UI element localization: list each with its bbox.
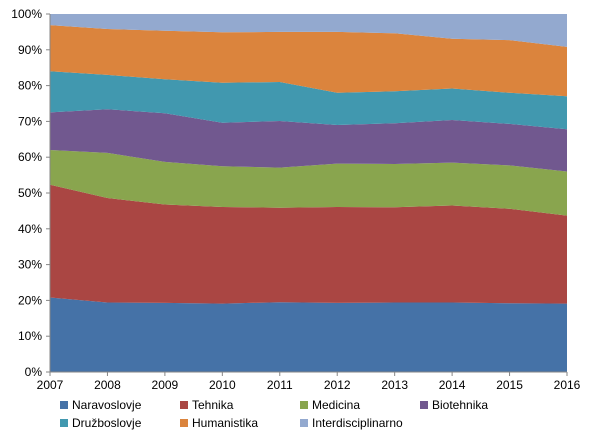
legend-swatch <box>300 401 308 409</box>
legend-label: Medicina <box>312 398 361 412</box>
legend-label: Družboslovje <box>72 416 142 430</box>
x-tick-label: 2012 <box>324 378 351 392</box>
legend-swatch <box>60 419 68 427</box>
y-tick-label: 0% <box>25 365 43 379</box>
legend-swatch <box>420 401 428 409</box>
x-tick-label: 2014 <box>439 378 466 392</box>
x-tick-label: 2008 <box>94 378 121 392</box>
y-tick-label: 40% <box>18 222 42 236</box>
x-tick-label: 2009 <box>152 378 179 392</box>
area-humanistika <box>50 25 567 97</box>
area-interdisciplinarno <box>50 14 567 47</box>
legend-swatch <box>180 401 188 409</box>
x-tick-label: 2013 <box>381 378 408 392</box>
x-tick-label: 2010 <box>209 378 236 392</box>
y-tick-label: 100% <box>11 7 42 21</box>
legend-label: Interdisciplinarno <box>312 416 403 430</box>
y-tick-label: 80% <box>18 79 42 93</box>
legend-label: Humanistika <box>192 416 259 430</box>
legend-swatch <box>300 419 308 427</box>
y-tick-label: 10% <box>18 329 42 343</box>
x-tick-label: 2011 <box>267 378 293 392</box>
legend-label: Naravoslovje <box>72 398 142 412</box>
legend-label: Tehnika <box>192 398 234 412</box>
y-tick-label: 30% <box>18 258 42 272</box>
y-tick-label: 20% <box>18 293 42 307</box>
legend-item: Medicina <box>300 398 360 412</box>
x-tick-label: 2007 <box>37 378 64 392</box>
y-tick-label: 90% <box>18 43 42 57</box>
area-medicina <box>50 150 567 216</box>
y-tick-label: 60% <box>18 150 42 164</box>
legend-swatch <box>60 401 68 409</box>
area-tehnika <box>50 184 567 304</box>
y-tick-label: 50% <box>18 186 42 200</box>
x-axis-labels: 2007 2008 2009 2010 2011 2012 2013 2014 2015 2016 <box>37 378 581 392</box>
legend-item: Družboslovje <box>60 416 141 430</box>
y-tick-label: 70% <box>18 114 42 128</box>
legend-item: Tehnika <box>180 398 233 412</box>
legend-label: Biotehnika <box>432 398 489 412</box>
legend-item: Humanistika <box>180 416 258 430</box>
legend-swatch <box>180 419 188 427</box>
legend-item: Interdisciplinarno <box>300 416 403 430</box>
axes <box>46 13 568 376</box>
area-naravoslovje <box>50 297 567 372</box>
area-biotehnika <box>50 109 567 172</box>
area-series <box>50 14 567 372</box>
y-axis-labels: 0% 10% 20% 30% 40% 50% 60% 70% 80% 90% 100% <box>11 7 42 379</box>
legend-item: Biotehnika <box>420 398 488 412</box>
area-družboslovje <box>50 71 567 130</box>
x-tick-label: 2015 <box>496 378 523 392</box>
x-tick-label: 2016 <box>554 378 581 392</box>
legend-item: Naravoslovje <box>60 398 141 412</box>
